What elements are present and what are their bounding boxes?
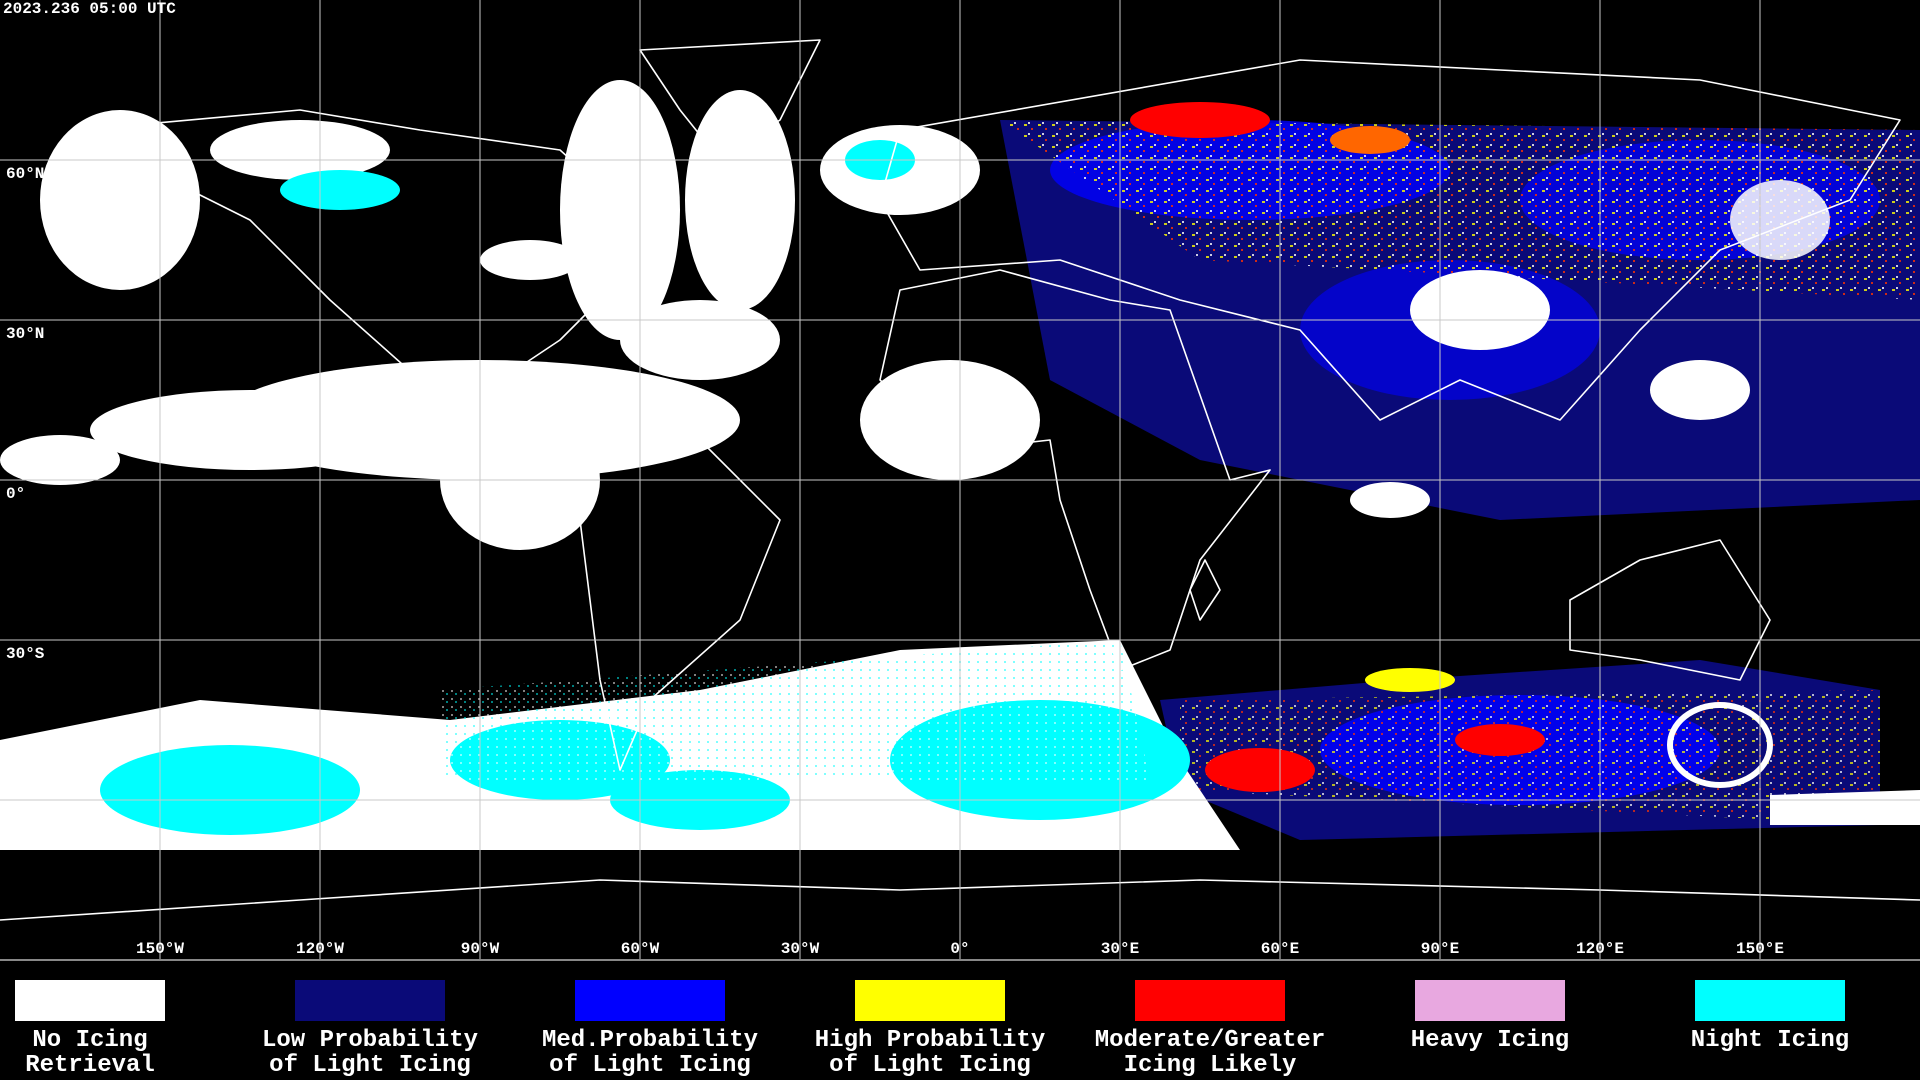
legend-label: of Light Icing	[269, 1052, 471, 1079]
legend-label: Med.Probability	[542, 1027, 758, 1054]
longitude-label: 60°W	[621, 940, 660, 958]
legend-label: Night Icing	[1691, 1027, 1849, 1054]
timestamp: 2023.236 05:00 UTC	[3, 0, 176, 18]
latitude-label: 60°N	[6, 165, 44, 183]
legend-label: Icing Likely	[1124, 1052, 1297, 1079]
longitude-label: 60°E	[1261, 940, 1299, 958]
legend-label: Moderate/Greater	[1095, 1027, 1325, 1054]
longitude-label: 30°E	[1101, 940, 1139, 958]
latitude-label: 30°N	[6, 325, 44, 343]
longitude-label: 30°W	[781, 940, 820, 958]
legend-swatch	[15, 980, 165, 1021]
legend-label: of Light Icing	[549, 1052, 751, 1079]
latitude-label: 30°S	[6, 645, 45, 663]
legend-label: High Probability	[815, 1027, 1045, 1054]
longitude-label: 120°W	[296, 940, 344, 958]
latitude-label: 60°S	[6, 805, 45, 823]
legend-swatch	[295, 980, 445, 1021]
legend-swatch	[1695, 980, 1845, 1021]
legend-label: Heavy Icing	[1411, 1027, 1569, 1054]
longitude-label: 90°W	[461, 940, 500, 958]
longitude-label: 150°W	[136, 940, 184, 958]
longitude-label: 90°E	[1421, 940, 1459, 958]
cloud-layer	[0, 80, 1920, 850]
legend-label: Retrieval	[25, 1052, 155, 1079]
legend-label: of Light Icing	[829, 1052, 1031, 1079]
legend-label: No Icing	[32, 1027, 147, 1054]
longitude-label: 0°	[950, 940, 969, 958]
legend-label: Low Probability	[262, 1027, 478, 1054]
longitude-label: 150°E	[1736, 940, 1784, 958]
latitude-label: 0°	[6, 485, 25, 503]
legend-swatch	[855, 980, 1005, 1021]
graticule: 150°W 120°W 90°W 60°W 30°W 0° 30°E 60°E 90°E 120°…	[0, 0, 1920, 960]
legend-swatch	[1415, 980, 1565, 1021]
legend-swatch	[1135, 980, 1285, 1021]
legend-swatch	[575, 980, 725, 1021]
longitude-label: 120°E	[1576, 940, 1624, 958]
